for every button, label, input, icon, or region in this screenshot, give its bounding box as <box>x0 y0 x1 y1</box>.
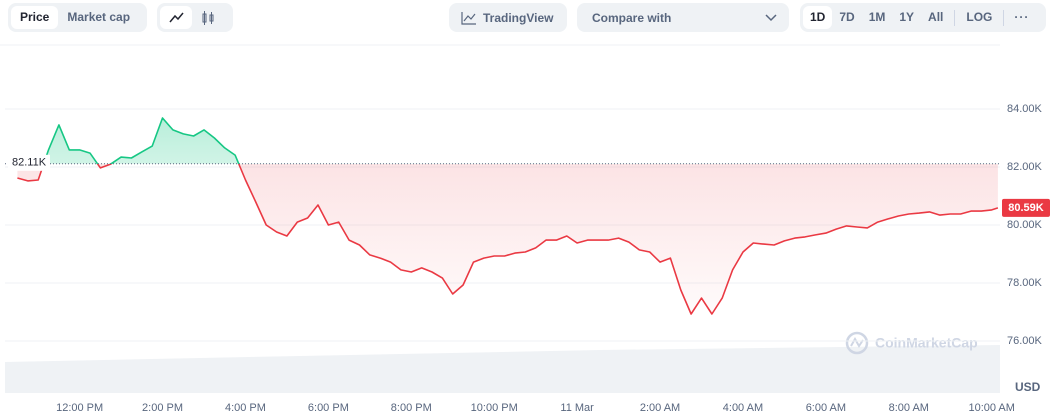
watermark: CoinMarketCap <box>845 331 978 355</box>
x-tick-label: 10:00 PM <box>471 402 518 414</box>
x-tick-label: 10:00 AM <box>968 402 1014 414</box>
reference-label: 82.11K <box>12 157 47 169</box>
tradingview-button[interactable]: TradingView <box>449 3 567 32</box>
line-type-button[interactable] <box>160 6 192 29</box>
y-unit: USD <box>1015 380 1041 394</box>
x-tick-label: 2:00 AM <box>640 402 680 414</box>
compare-label: Compare with <box>592 10 672 25</box>
range-button[interactable]: 1D <box>803 6 833 29</box>
volume-band <box>5 345 1000 393</box>
x-tick-label: 4:00 AM <box>723 402 763 414</box>
current-price-badge <box>1002 198 1050 217</box>
y-tick-label: 76.00K <box>1007 335 1043 347</box>
compare-dropdown[interactable]: Compare with <box>577 3 789 32</box>
mode-button[interactable]: Market cap <box>67 10 131 24</box>
mode-switch: Price Market cap <box>8 3 147 32</box>
range-button[interactable]: All <box>928 10 944 24</box>
x-tick-label: 11 Mar <box>560 402 594 414</box>
x-tick-label: 8:00 AM <box>889 402 929 414</box>
x-tick-label: 8:00 PM <box>391 402 432 414</box>
y-tick-label: 84.00K <box>1007 103 1043 115</box>
x-tick-label: 4:00 PM <box>225 402 266 414</box>
mode-button[interactable]: Price <box>11 6 59 29</box>
divider <box>954 9 956 26</box>
area-fill <box>17 118 998 314</box>
more-button[interactable]: ··· <box>1014 10 1030 24</box>
candle-type-button[interactable] <box>192 6 224 29</box>
x-tick-label: 12:00 PM <box>56 402 103 414</box>
y-tick-label: 80.00K <box>1007 219 1043 231</box>
x-tick-label: 6:00 PM <box>308 402 349 414</box>
x-tick-label: 2:00 PM <box>142 402 183 414</box>
y-tick-label: 78.00K <box>1007 277 1043 289</box>
reference-label-bg <box>8 154 50 171</box>
current-price-label: 80.59K <box>1008 202 1044 214</box>
log-button[interactable]: LOG <box>966 10 993 24</box>
range-button[interactable]: 1Y <box>899 10 915 24</box>
tradingview-label: TradingView <box>483 10 554 25</box>
y-tick-label: 82.00K <box>1007 161 1043 173</box>
watermark-text: CoinMarketCap <box>875 335 978 351</box>
range-switch: 1D 7D 1M 1Y All LOG ··· <box>800 3 1046 32</box>
chart-type-switch <box>157 3 233 32</box>
range-button[interactable]: 1M <box>868 10 886 24</box>
price-line <box>17 117 999 315</box>
x-tick-label: 6:00 AM <box>806 402 846 414</box>
divider <box>1003 9 1005 26</box>
range-button[interactable]: 7D <box>839 10 855 24</box>
